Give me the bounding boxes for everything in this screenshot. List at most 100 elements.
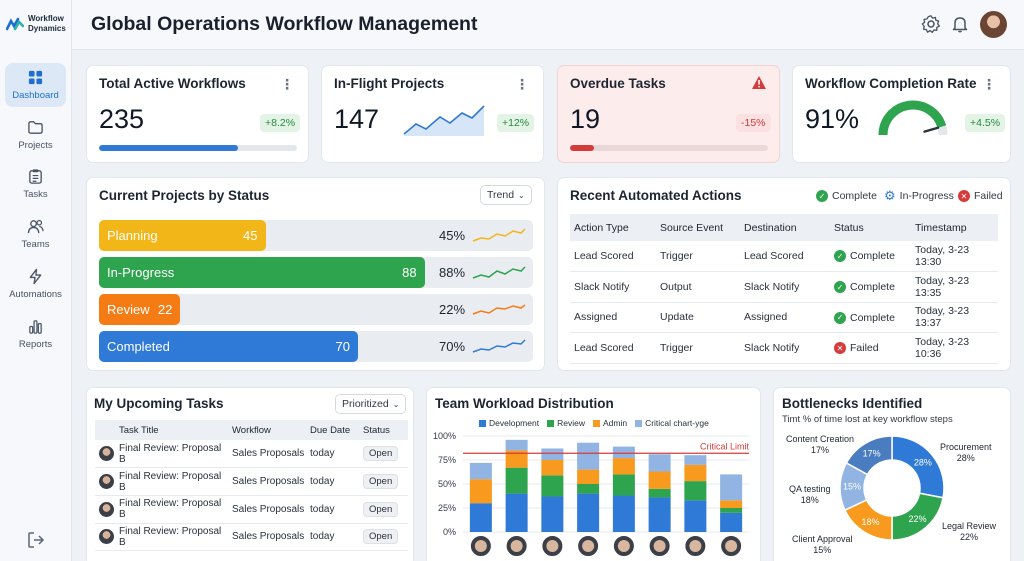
avatar xyxy=(99,529,114,545)
table-row[interactable]: Lead Scored Trigger Slack Notify ✕ Failed… xyxy=(570,332,998,364)
sidebar-item-projects[interactable]: Projects xyxy=(5,113,66,157)
kpi-card-in-flight-projects: In-Flight Projects ⋮ 147 +12% xyxy=(321,65,544,163)
brand[interactable]: Workflow Dynamics xyxy=(6,14,72,34)
donut-label-procurement: Procurement 28% xyxy=(940,442,992,463)
trend-dropdown[interactable]: Trend ⌄ xyxy=(480,185,532,205)
column-header[interactable]: Destination xyxy=(740,214,830,241)
table-row[interactable]: Lead Scored Trigger Lead Scored ✓ Complet… xyxy=(570,241,998,272)
x-circle-icon: ✕ xyxy=(958,190,970,202)
table-cell: today xyxy=(306,495,359,524)
sidebar-item-dashboard[interactable]: Dashboard xyxy=(5,63,66,107)
sidebar-item-label: Automations xyxy=(9,289,62,300)
team-member-avatar xyxy=(506,536,527,556)
status-badge: Open xyxy=(363,501,399,517)
x-circle-icon: ✕ xyxy=(834,342,846,354)
table-row[interactable]: Slack Notify Output Slack Notify ✓ Comple… xyxy=(570,271,998,303)
check-circle-icon: ✓ xyxy=(834,281,846,293)
legend-complete: ✓ Complete xyxy=(816,190,877,202)
people-icon xyxy=(27,219,44,234)
table-cell: Today, 3-23 10:36 xyxy=(911,332,998,364)
column-header[interactable]: Status xyxy=(830,214,911,241)
sidebar-item-label: Projects xyxy=(18,140,53,151)
actions-table: Action Type Source Event Destination Sta… xyxy=(570,214,998,364)
bar-segment xyxy=(505,439,528,451)
bell-icon[interactable] xyxy=(950,14,970,34)
column-header[interactable]: Timestamp xyxy=(911,214,998,241)
prioritized-dropdown[interactable]: Prioritized ⌄ xyxy=(335,394,407,414)
bar-segment xyxy=(577,484,600,494)
recent-actions-card: Recent Automated Actions ✓ Complete ⚙ In-P… xyxy=(557,177,1011,371)
more-options-icon[interactable]: ⋮ xyxy=(982,76,996,92)
bar-segment xyxy=(648,488,671,498)
status-cell: ✓ Complete xyxy=(830,271,911,303)
table-row[interactable]: Final Review: Proposal B Sales Proposals… xyxy=(95,467,408,496)
status-cell: ✕ Failed xyxy=(830,332,911,364)
table-row[interactable]: Final Review: Proposal B Sales Proposals… xyxy=(95,495,408,524)
table-cell: today xyxy=(306,523,359,552)
sidebar-item-tasks[interactable]: Tasks xyxy=(5,162,66,206)
status-count: 70 xyxy=(335,339,350,354)
team-member-avatar xyxy=(649,536,670,556)
more-options-icon[interactable]: ⋮ xyxy=(280,76,294,92)
check-circle-icon: ✓ xyxy=(834,250,846,263)
donut-label-client-approval: Client Approval 15% xyxy=(792,534,853,555)
column-header[interactable]: Due Date xyxy=(306,420,359,440)
bar-segment xyxy=(541,448,564,460)
table-cell: Assigned xyxy=(740,302,830,333)
table-cell: today xyxy=(306,440,359,469)
table-row[interactable]: Final Review: Proposal B Sales Proposals… xyxy=(95,523,408,552)
bar-segment xyxy=(577,442,600,470)
status-text: Complete xyxy=(850,250,895,263)
team-workload-card: Team Workload Distribution Development R… xyxy=(426,387,761,561)
bar-segment xyxy=(612,458,635,475)
gear-icon: ⚙ xyxy=(884,188,896,203)
bottlenecks-donut-chart: 28% 22% 18% 15% 17% xyxy=(839,435,945,541)
column-header[interactable]: Workflow xyxy=(228,420,306,440)
sidebar-item-reports[interactable]: Reports xyxy=(5,312,66,356)
logout-icon[interactable] xyxy=(26,530,46,550)
sidebar: Workflow Dynamics Dashboard Projects Task… xyxy=(0,0,72,561)
kpi-value: 147 xyxy=(334,104,380,134)
status-row-review[interactable]: Review 22 22% xyxy=(99,294,533,325)
status-row-completed[interactable]: Completed 70 70% xyxy=(99,331,533,362)
table-cell: Today, 3-23 13:37 xyxy=(911,302,998,333)
more-options-icon[interactable]: ⋮ xyxy=(515,76,529,92)
upcoming-tasks-card: My Upcoming Tasks Prioritized ⌄ Task Titl… xyxy=(86,387,414,561)
team-member-avatar xyxy=(685,536,706,556)
column-header[interactable]: Source Event xyxy=(656,214,740,241)
bar-segment xyxy=(684,464,707,482)
kpi-value: 235 xyxy=(99,104,145,134)
bar-segment xyxy=(577,493,600,532)
sidebar-item-label: Reports xyxy=(18,339,53,350)
section-title: Current Projects by Status xyxy=(99,188,270,203)
section-subtitle: Timt % of time lost at key workflow step… xyxy=(782,414,953,425)
section-title: Bottlenecks Identified xyxy=(782,396,923,411)
donut-label-content-creation: Content Creation 17% xyxy=(786,434,855,455)
table-cell: Trigger xyxy=(656,241,740,272)
kpi-change-badge: -15% xyxy=(736,114,771,132)
bar-segment xyxy=(541,460,564,476)
sidebar-item-teams[interactable]: Teams xyxy=(5,212,66,256)
status-text: Complete xyxy=(850,311,895,324)
status-text: Complete xyxy=(850,281,895,293)
page-title: Global Operations Workflow Management xyxy=(91,13,478,35)
bar-segment xyxy=(720,512,743,532)
kpi-card-completion-rate: Workflow Completion Rate ⋮ 91% +4.5% xyxy=(792,65,1011,163)
donut-slice xyxy=(845,435,893,476)
table-row[interactable]: Final Review: Proposal B Sales Proposals… xyxy=(95,440,408,469)
donut-slice-label: 15% xyxy=(843,482,861,492)
column-header[interactable]: Status xyxy=(359,420,408,440)
sidebar-item-automations[interactable]: Automations xyxy=(5,262,66,306)
status-row-planning[interactable]: Planning 45 45% xyxy=(99,220,533,251)
table-row[interactable]: Assigned Update Assigned ✓ Complete Today… xyxy=(570,302,998,333)
bar-segment xyxy=(684,481,707,501)
column-header[interactable]: Action Type xyxy=(570,214,656,241)
status-row-in-progress[interactable]: In-Progress 88 88% xyxy=(99,257,533,288)
table-cell: Slack Notify xyxy=(740,271,830,303)
table-cell: Trigger xyxy=(656,332,740,364)
user-avatar[interactable] xyxy=(980,11,1007,38)
column-header[interactable]: Task Title xyxy=(115,420,228,440)
donut-label-qa-testing: QA testing 18% xyxy=(789,484,831,505)
gear-icon[interactable] xyxy=(921,14,941,34)
